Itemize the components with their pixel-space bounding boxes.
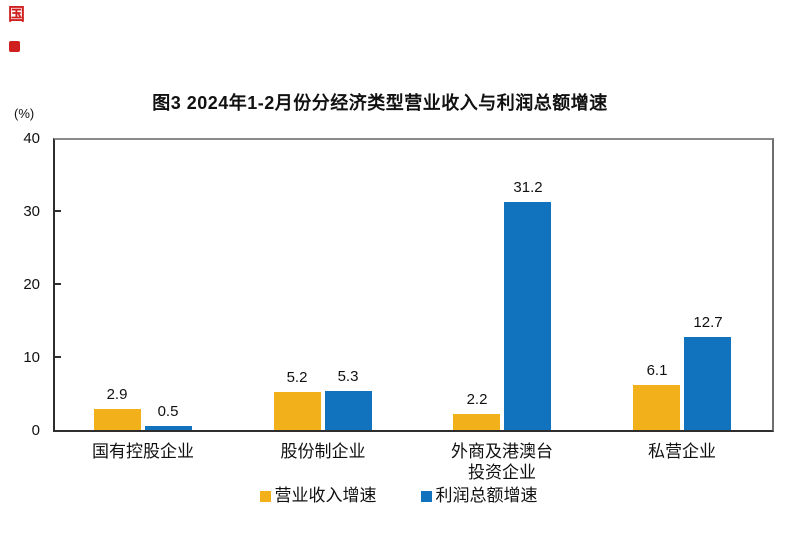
category-label-line: 外商及港澳台 — [451, 442, 553, 461]
bar-value-label: 6.1 — [646, 362, 668, 379]
bar-利润总额增速-国有控股企业 — [145, 426, 192, 430]
category-label-line: 股份制企业 — [280, 442, 366, 461]
category-label: 私营企业 — [597, 441, 767, 462]
red-stamp-glyph: 国 — [8, 5, 25, 24]
plot-area — [53, 138, 774, 432]
bar-营业收入增速-国有控股企业 — [94, 409, 141, 430]
bar-利润总额增速-外商及港澳台投资企业 — [504, 202, 551, 430]
legend-item: 利润总额增速 — [420, 486, 538, 505]
y-tick-label: 20 — [23, 276, 40, 293]
red-square-mark — [9, 41, 20, 52]
category-label-line: 国有控股企业 — [92, 442, 194, 461]
category-label-line: 投资企业 — [468, 463, 536, 482]
y-tick-mark — [53, 356, 61, 358]
bar-value-label: 2.9 — [106, 386, 128, 403]
bar-营业收入增速-私营企业 — [633, 385, 680, 430]
bar-value-label: 2.2 — [466, 391, 488, 408]
category-label: 股份制企业 — [238, 441, 408, 462]
bar-value-label: 5.3 — [337, 368, 359, 385]
y-tick-label: 40 — [23, 130, 40, 147]
legend-swatch-icon — [420, 490, 432, 502]
y-tick-label: 30 — [23, 203, 40, 220]
bar-利润总额增速-私营企业 — [684, 337, 731, 430]
bar-营业收入增速-股份制企业 — [274, 392, 321, 430]
legend-label: 营业收入增速 — [274, 486, 377, 505]
y-tick-label: 0 — [31, 422, 40, 439]
category-label: 国有控股企业 — [58, 441, 228, 462]
bar-营业收入增速-外商及港澳台投资企业 — [453, 414, 500, 430]
legend: 营业收入增速 利润总额增速 — [0, 487, 793, 505]
y-tick-mark — [53, 210, 61, 212]
bar-利润总额增速-股份制企业 — [325, 391, 372, 430]
y-axis-unit-label: (%) — [14, 106, 35, 121]
legend-swatch-icon — [259, 490, 271, 502]
y-tick-mark — [53, 283, 61, 285]
category-label-line: 私营企业 — [648, 442, 716, 461]
bar-value-label: 12.7 — [693, 314, 723, 331]
bar-value-label: 31.2 — [513, 179, 543, 196]
legend-label: 利润总额增速 — [435, 486, 538, 505]
legend-item: 营业收入增速 — [259, 486, 377, 505]
bar-value-label: 5.2 — [286, 369, 308, 386]
chart-title: 图3 2024年1-2月份分经济类型营业收入与利润总额增速 — [152, 93, 608, 113]
category-label: 外商及港澳台 投资企业 — [417, 441, 587, 483]
y-tick-label: 10 — [23, 349, 40, 366]
bar-value-label: 0.5 — [157, 403, 179, 420]
